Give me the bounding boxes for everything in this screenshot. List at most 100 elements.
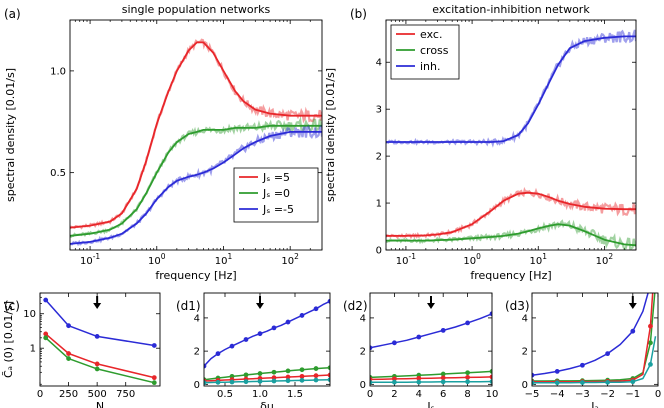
x-tick-exponent: 0 — [161, 252, 166, 261]
data-point-d1-green — [257, 371, 263, 376]
data-point-d1-blue — [215, 351, 221, 357]
panel-label-d1: (d1) — [176, 299, 201, 313]
data-point-d3-cyan — [648, 362, 653, 367]
x-axis-label-a: frequency [Hz] — [155, 269, 236, 282]
data-point-d3-cyan — [532, 380, 535, 386]
axes-frame-d2 — [369, 292, 493, 387]
x-tick-exponent: 0 — [476, 252, 481, 261]
series-line-a-blue — [70, 130, 322, 245]
data-point-d2-red — [465, 374, 471, 380]
data-point-d3-blue — [605, 351, 610, 357]
x-tick-label: 250 — [59, 389, 78, 400]
x-axis-label-b: frequency [Hz] — [470, 269, 551, 282]
plot-area-d3 — [532, 293, 657, 386]
x-tick-label: 0 — [37, 389, 43, 400]
x-tick-exponent: 1 — [542, 252, 547, 261]
data-point-d3-blue — [580, 362, 585, 368]
axes-frame-d1 — [203, 292, 331, 387]
series-line-d2-green — [370, 370, 492, 379]
axes-frame-b — [385, 19, 637, 251]
data-point-d2-cyan — [440, 379, 446, 385]
x-tick-label: 101 — [215, 252, 233, 267]
data-point-c-red — [151, 375, 157, 381]
x-tick-label: −1 — [625, 389, 640, 400]
legend-label-green: Jₛ =0 — [262, 187, 290, 200]
x-tick-label: 0.5 — [217, 389, 233, 400]
arrow-head-d2 — [427, 303, 435, 309]
data-point-d3-blue — [532, 372, 535, 378]
data-point-d1-cyan — [229, 379, 235, 385]
y-tick-label: 2 — [376, 152, 382, 163]
x-tick-label: 4 — [416, 389, 422, 400]
panel-c: 0 250 500 750 1 10(c) N C̃ₐ (0) [0.01/s] — [2, 292, 161, 408]
panel-d3: −5 −4 −3 −2 −1 0 0 2 4(d3) Jₐ — [505, 292, 661, 408]
legend-a: Jₛ =5 Jₛ =0 Jₛ =-5 — [233, 167, 319, 223]
y-axis-label-c: C̃ₐ (0) [0.01/s] — [2, 301, 15, 378]
data-point-d1-green — [313, 366, 319, 371]
series-line-d2-cyan — [370, 380, 492, 384]
panel-label-a: (a) — [4, 7, 21, 21]
x-tick-exponent: -1 — [409, 252, 417, 261]
x-tick-label: 0 — [655, 389, 661, 400]
x-tick-exponent: 2 — [608, 252, 613, 261]
data-point-d2-cyan — [489, 379, 492, 384]
data-point-d1-blue — [271, 325, 277, 331]
series-line-d1-green — [204, 366, 330, 381]
plot-area-a — [70, 38, 322, 247]
legend-label-blue: Jₛ =-5 — [262, 203, 294, 216]
x-tick-label: 0 — [367, 389, 373, 400]
series-line-b-green — [386, 223, 636, 247]
axes-frame-c — [39, 292, 161, 387]
data-point-d1-blue — [257, 331, 263, 337]
data-point-d2-green — [440, 371, 446, 377]
panel-label-d2: (d2) — [343, 299, 368, 313]
plot-area-b — [386, 29, 636, 250]
data-point-d2-red — [489, 374, 492, 380]
data-point-c-blue — [43, 297, 49, 303]
x-tick-label: 101 — [530, 252, 548, 267]
plot-area-c — [43, 297, 157, 386]
y-tick-label: 2 — [360, 347, 366, 358]
series-line-d2-blue — [370, 313, 492, 349]
series-line-d1-red — [204, 374, 330, 382]
data-point-c-blue — [66, 323, 71, 329]
y-tick-label: 0 — [376, 246, 382, 257]
series-line-a-red — [70, 41, 322, 229]
data-point-d1-blue — [299, 313, 305, 318]
series-line-d1-blue — [204, 300, 330, 367]
x-tick-exponent: -1 — [93, 252, 101, 261]
y-tick-label: 0.5 — [50, 168, 66, 179]
series-line-b-red — [386, 191, 636, 237]
x-tick-label: 8 — [464, 389, 470, 400]
y-tick-label: 2 — [522, 347, 528, 358]
data-point-d3-blue — [630, 328, 636, 334]
y-tick-label: 1 — [376, 199, 382, 210]
legend-label-green: cross — [420, 44, 449, 57]
y-tick-label: 1 — [30, 344, 36, 355]
data-point-d3-cyan — [580, 380, 585, 385]
y-tick-label: 4 — [376, 58, 382, 69]
y-tick-label: 2 — [194, 347, 200, 358]
legend-label-red: exc. — [420, 28, 442, 41]
x-tick-label: 10-1 — [396, 252, 416, 267]
x-tick-label: 100 — [463, 252, 481, 267]
x-tick-label: 10-1 — [80, 252, 100, 267]
data-point-c-green — [151, 380, 157, 386]
data-point-c-red — [43, 331, 49, 337]
arrow-head-c — [93, 303, 102, 309]
panel-label-b: (b) — [350, 7, 367, 21]
y-tick-label: 4 — [360, 313, 366, 324]
data-point-d2-blue — [392, 340, 397, 346]
data-point-d2-cyan — [416, 379, 422, 385]
data-point-d1-blue — [327, 298, 330, 304]
data-point-d3-red — [648, 323, 653, 329]
x-tick-label: −5 — [525, 389, 540, 400]
data-point-d1-green — [327, 365, 330, 371]
data-point-d1-blue — [243, 337, 249, 342]
series-line-c-blue — [45, 299, 155, 347]
x-tick-label: −2 — [600, 389, 615, 400]
series-line-c-red — [45, 333, 155, 379]
y-axis-label-a: spectral density [0.01/s] — [4, 68, 17, 202]
